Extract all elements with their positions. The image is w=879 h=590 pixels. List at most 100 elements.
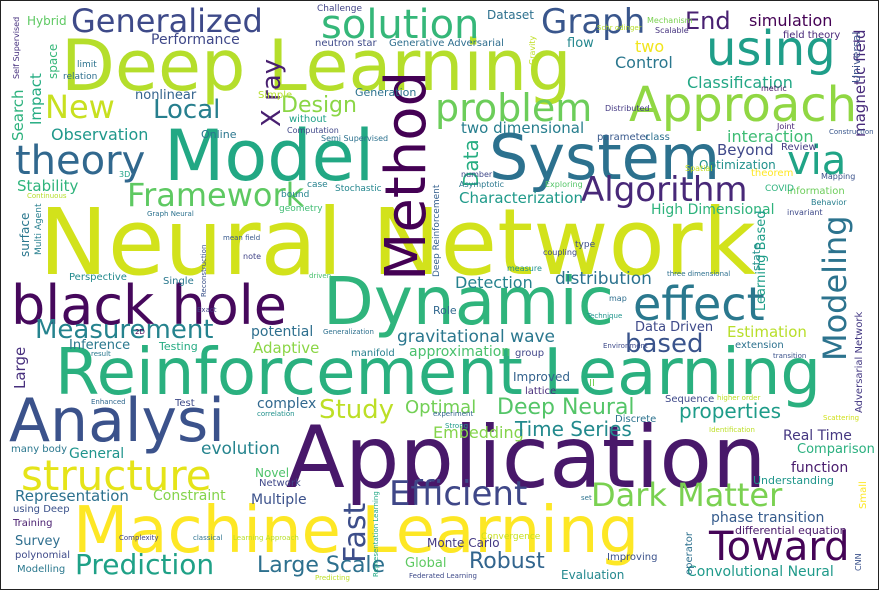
word: Optimization bbox=[699, 158, 776, 172]
word: Dataset bbox=[487, 8, 534, 22]
word: Classification bbox=[687, 73, 793, 92]
word: Impact bbox=[27, 73, 45, 125]
word: group bbox=[515, 348, 545, 359]
word: Scattering bbox=[823, 414, 860, 422]
word: flow bbox=[567, 36, 594, 51]
word: mean field bbox=[223, 234, 261, 242]
word: Multi Agent bbox=[34, 203, 44, 256]
word: based bbox=[625, 329, 704, 359]
word: Efficient bbox=[389, 474, 528, 514]
word: Optimal bbox=[405, 397, 477, 418]
word: extension bbox=[735, 340, 784, 351]
word: Semi Supervised bbox=[321, 134, 389, 143]
word: using bbox=[706, 21, 836, 77]
word: Graph bbox=[541, 2, 646, 42]
word: Monte Carlo bbox=[427, 536, 500, 550]
word: Time Series bbox=[515, 417, 632, 441]
word: Sequence bbox=[665, 394, 715, 405]
word: High Dimensional bbox=[651, 202, 775, 218]
word: invariant bbox=[787, 208, 823, 217]
word: COVID bbox=[765, 184, 794, 194]
word: Modeling bbox=[816, 215, 854, 361]
word: properties bbox=[679, 399, 782, 423]
word: structure bbox=[21, 451, 212, 500]
word: Identification bbox=[709, 426, 755, 434]
word: Performance bbox=[151, 32, 240, 48]
word: Generation bbox=[355, 86, 417, 99]
word: Deep Reinforcement bbox=[432, 184, 442, 277]
word: note bbox=[243, 252, 262, 261]
word: Deep Neural bbox=[497, 395, 635, 420]
word: Federated Learning bbox=[409, 572, 477, 580]
word: Adaptive bbox=[253, 339, 320, 357]
word: Exploring bbox=[545, 180, 583, 189]
word: Enhanced bbox=[91, 398, 126, 406]
word: Strong bbox=[445, 422, 469, 430]
word: measure bbox=[507, 264, 542, 273]
word: Scalable bbox=[655, 26, 689, 35]
word: Representation bbox=[15, 487, 129, 505]
word: Comparison bbox=[797, 442, 875, 457]
word: CNN bbox=[854, 553, 863, 571]
word: set bbox=[581, 494, 592, 502]
word: Data Driven bbox=[635, 320, 714, 335]
word: solution bbox=[321, 2, 480, 48]
word: Search bbox=[9, 89, 27, 141]
word: End bbox=[685, 7, 731, 35]
word: Testing bbox=[159, 340, 198, 353]
word: field theory bbox=[783, 30, 841, 41]
word: Measurement bbox=[35, 315, 214, 345]
word: Novel bbox=[255, 466, 290, 480]
word: Convergence bbox=[481, 532, 541, 542]
word: correlation bbox=[257, 410, 295, 418]
word: information bbox=[787, 186, 845, 197]
word: Generative Adversarial bbox=[389, 38, 504, 49]
word: Stability bbox=[17, 177, 79, 195]
word: Study bbox=[319, 395, 395, 425]
word: Mapping bbox=[821, 172, 856, 181]
word: Deep Learning bbox=[61, 25, 572, 107]
word: polynomial bbox=[15, 550, 71, 561]
word: Mechanism bbox=[647, 16, 693, 25]
word: Construction bbox=[829, 128, 874, 136]
word: Improved bbox=[513, 370, 570, 384]
word: Environment bbox=[603, 342, 648, 350]
word: Complexity bbox=[119, 534, 159, 542]
word: Asymptotic bbox=[459, 180, 505, 189]
word: gravitational wave bbox=[397, 327, 556, 347]
word: effect bbox=[633, 277, 765, 331]
word: classical bbox=[193, 534, 223, 542]
word: Model bbox=[164, 115, 375, 197]
word: interaction bbox=[727, 127, 814, 146]
word: Simple bbox=[258, 90, 293, 101]
word: Perspective bbox=[69, 272, 127, 283]
word: transition bbox=[773, 352, 807, 360]
word: Stochastic bbox=[335, 184, 382, 194]
word: simulation bbox=[749, 11, 833, 30]
word: theory bbox=[15, 138, 146, 184]
word: Prediction bbox=[75, 548, 215, 581]
word: New bbox=[45, 88, 115, 126]
word: Training bbox=[13, 518, 53, 529]
word: Single bbox=[163, 276, 194, 287]
word: Spatial bbox=[685, 164, 713, 173]
word: Network bbox=[259, 478, 301, 489]
word: parameter bbox=[597, 132, 650, 143]
word: Adversarial Network bbox=[854, 311, 865, 413]
word: neutron star bbox=[315, 38, 377, 49]
word: Behavior bbox=[811, 198, 847, 207]
word: distribution bbox=[555, 269, 652, 289]
word: Schr odinger bbox=[597, 24, 642, 32]
word: phase transition bbox=[711, 510, 825, 526]
word: II bbox=[589, 378, 595, 389]
word: via bbox=[787, 138, 847, 184]
word: using Deep bbox=[13, 504, 70, 515]
word: Design bbox=[281, 93, 357, 118]
word: function bbox=[791, 460, 849, 476]
word: Online bbox=[201, 128, 237, 141]
word: 2D bbox=[135, 328, 145, 336]
word: Local bbox=[153, 95, 221, 125]
word: two bbox=[635, 37, 665, 56]
word: evolution bbox=[201, 439, 280, 459]
